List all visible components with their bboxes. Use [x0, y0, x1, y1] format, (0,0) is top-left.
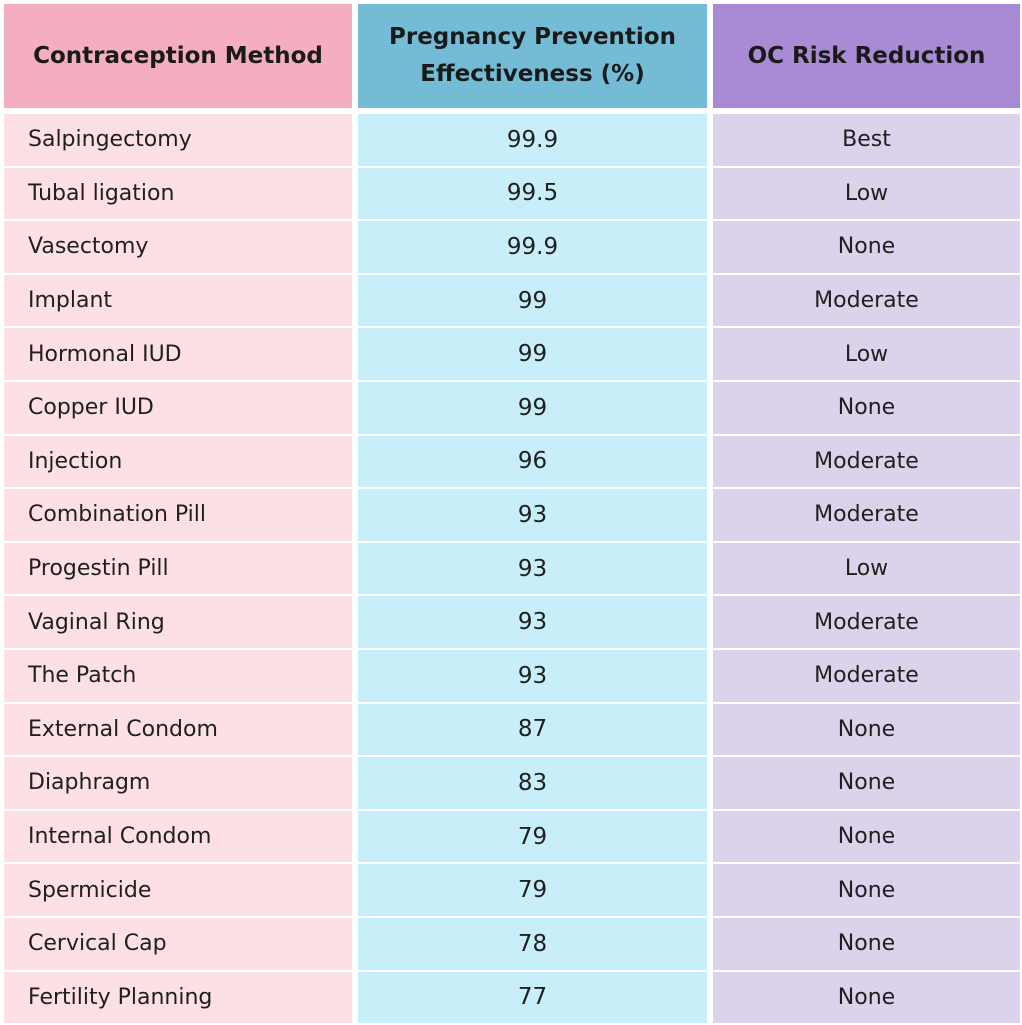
- oc-risk-cell: None: [713, 703, 1020, 756]
- method-cell: Diaphragm: [4, 757, 352, 809]
- oc-risk-cell: Moderate: [713, 489, 1020, 541]
- effectiveness-cell: 93: [358, 489, 707, 541]
- effectiveness-cell: 99: [358, 274, 707, 327]
- oc-risk-cell: Moderate: [713, 435, 1020, 488]
- oc-risk-cell: Moderate: [713, 274, 1020, 327]
- method-cell: Tubal ligation: [4, 167, 352, 220]
- oc-risk-cell: None: [713, 917, 1020, 970]
- effectiveness-cell: 96: [358, 435, 707, 488]
- method-cell: Cervical Cap: [4, 917, 352, 970]
- method-cell: Progestin Pill: [4, 542, 352, 595]
- method-cell: Vaginal Ring: [4, 596, 352, 648]
- effectiveness-cell: 93: [358, 649, 707, 702]
- oc-risk-cell: None: [713, 971, 1020, 1024]
- effectiveness-cell: 77: [358, 971, 707, 1024]
- method-cell: External Condom: [4, 703, 352, 756]
- effectiveness-cell: 78: [358, 917, 707, 970]
- oc-risk-cell: None: [713, 381, 1020, 434]
- method-cell: Salpingectomy: [4, 114, 352, 166]
- oc-risk-column: OC Risk Reduction Best Low None Moderate Low…: [713, 4, 1020, 1025]
- effectiveness-column: Pregnancy Prevention Effectiveness (%) 9…: [358, 4, 707, 1025]
- method-cell: Vasectomy: [4, 221, 352, 273]
- effectiveness-header-line1: Pregnancy Prevention: [389, 24, 676, 50]
- effectiveness-cell: 93: [358, 542, 707, 595]
- effectiveness-cell: 99.9: [358, 221, 707, 273]
- oc-risk-cell: None: [713, 221, 1020, 273]
- method-cell: Combination Pill: [4, 489, 352, 541]
- effectiveness-cell: 99.9: [358, 114, 707, 166]
- method-cell: Implant: [4, 274, 352, 327]
- effectiveness-header-line2: Effectiveness (%): [420, 61, 645, 87]
- oc-risk-cell: None: [713, 864, 1020, 916]
- effectiveness-cell: 83: [358, 757, 707, 809]
- method-column-header: Contraception Method: [4, 4, 352, 108]
- effectiveness-column-header: Pregnancy Prevention Effectiveness (%): [358, 4, 707, 108]
- method-column: Contraception Method Salpingectomy Tubal …: [4, 4, 352, 1025]
- effectiveness-cell: 99.5: [358, 167, 707, 220]
- oc-risk-cell: Low: [713, 542, 1020, 595]
- oc-risk-cell: Moderate: [713, 649, 1020, 702]
- oc-risk-cell: Best: [713, 114, 1020, 166]
- method-cell: Fertility Planning: [4, 971, 352, 1024]
- oc-risk-cell: None: [713, 757, 1020, 809]
- effectiveness-cell: 79: [358, 810, 707, 863]
- oc-risk-column-header: OC Risk Reduction: [713, 4, 1020, 108]
- effectiveness-cell: 99: [358, 381, 707, 434]
- effectiveness-cell: 99: [358, 328, 707, 380]
- method-cell: Spermicide: [4, 864, 352, 916]
- effectiveness-cell: 87: [358, 703, 707, 756]
- effectiveness-cell: 93: [358, 596, 707, 648]
- method-cell: Copper IUD: [4, 381, 352, 434]
- oc-risk-cell: Low: [713, 328, 1020, 380]
- method-cell: Internal Condom: [4, 810, 352, 863]
- oc-risk-cell: None: [713, 810, 1020, 863]
- method-cell: Injection: [4, 435, 352, 488]
- effectiveness-cell: 79: [358, 864, 707, 916]
- oc-risk-cell: Low: [713, 167, 1020, 220]
- method-cell: The Patch: [4, 649, 352, 702]
- method-cell: Hormonal IUD: [4, 328, 352, 380]
- oc-risk-cell: Moderate: [713, 596, 1020, 648]
